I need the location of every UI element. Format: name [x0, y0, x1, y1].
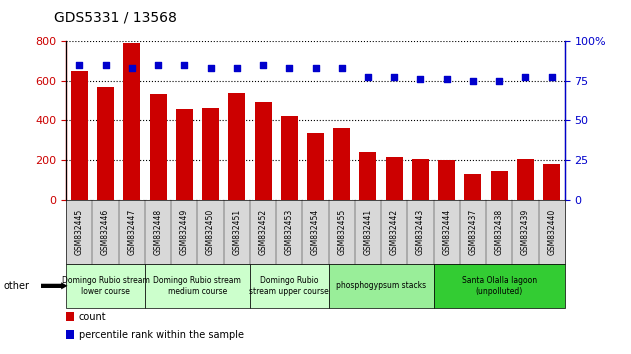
Bar: [150, 95, 167, 200]
Bar: [281, 116, 298, 200]
Point: [337, 65, 347, 70]
Point: [258, 62, 268, 67]
Text: GSM832437: GSM832437: [468, 209, 478, 255]
Text: Domingo Rubio
stream upper course: Domingo Rubio stream upper course: [249, 276, 329, 296]
Bar: [491, 171, 508, 200]
Bar: [517, 159, 534, 200]
Text: GSM832444: GSM832444: [442, 209, 451, 255]
Text: GSM832440: GSM832440: [547, 209, 556, 255]
Text: GDS5331 / 13568: GDS5331 / 13568: [54, 11, 177, 25]
Text: GSM832438: GSM832438: [495, 209, 504, 255]
Point: [127, 65, 137, 70]
Text: percentile rank within the sample: percentile rank within the sample: [79, 330, 244, 339]
Text: Domingo Rubio stream
medium course: Domingo Rubio stream medium course: [153, 276, 242, 296]
Text: GSM832442: GSM832442: [390, 209, 399, 255]
Text: phosphogypsum stacks: phosphogypsum stacks: [336, 281, 426, 290]
Text: GSM832441: GSM832441: [363, 209, 372, 255]
Point: [442, 76, 452, 82]
Point: [494, 78, 504, 83]
Text: GSM832449: GSM832449: [180, 209, 189, 255]
Point: [74, 62, 85, 67]
Bar: [254, 102, 271, 200]
Bar: [438, 160, 455, 200]
Point: [100, 62, 110, 67]
Text: GSM832448: GSM832448: [153, 209, 163, 255]
Text: GSM832445: GSM832445: [75, 209, 84, 255]
Text: Domingo Rubio stream
lower course: Domingo Rubio stream lower course: [62, 276, 150, 296]
Text: GSM832454: GSM832454: [311, 209, 320, 255]
Text: Santa Olalla lagoon
(unpolluted): Santa Olalla lagoon (unpolluted): [462, 276, 537, 296]
Point: [206, 65, 216, 70]
Bar: [307, 133, 324, 200]
Point: [363, 75, 373, 80]
Text: count: count: [79, 312, 107, 322]
Point: [546, 75, 557, 80]
Bar: [202, 108, 219, 200]
Point: [415, 76, 425, 82]
Text: GSM832439: GSM832439: [521, 209, 530, 255]
Text: GSM832446: GSM832446: [101, 209, 110, 255]
Point: [310, 65, 321, 70]
Text: other: other: [3, 281, 29, 291]
Point: [232, 65, 242, 70]
Bar: [123, 43, 140, 200]
Bar: [360, 152, 377, 200]
Bar: [71, 70, 88, 200]
Point: [389, 75, 399, 80]
Point: [521, 75, 531, 80]
Bar: [97, 86, 114, 200]
Bar: [333, 128, 350, 200]
Text: GSM832450: GSM832450: [206, 209, 215, 255]
Bar: [386, 157, 403, 200]
Point: [179, 62, 189, 67]
Text: GSM832455: GSM832455: [337, 209, 346, 255]
Bar: [464, 174, 481, 200]
Point: [153, 62, 163, 67]
Text: GSM832453: GSM832453: [285, 209, 294, 255]
Bar: [412, 159, 429, 200]
Text: GSM832443: GSM832443: [416, 209, 425, 255]
Bar: [228, 93, 245, 200]
Text: GSM832452: GSM832452: [259, 209, 268, 255]
Point: [468, 78, 478, 83]
Text: GSM832447: GSM832447: [127, 209, 136, 255]
Text: GSM832451: GSM832451: [232, 209, 241, 255]
Point: [284, 65, 294, 70]
Bar: [176, 109, 193, 200]
Bar: [543, 164, 560, 200]
